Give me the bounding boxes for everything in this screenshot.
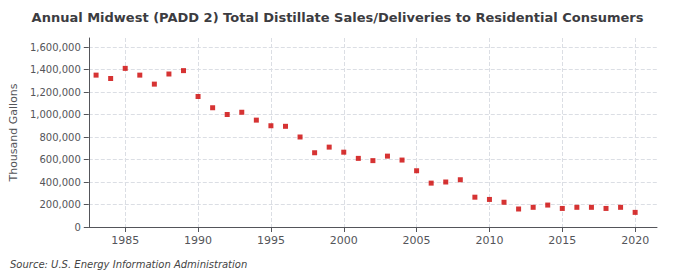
svg-text:Thousand Gallons: Thousand Gallons [7,83,20,182]
svg-text:1,000,000: 1,000,000 [30,109,81,120]
svg-text:1995: 1995 [257,234,285,247]
svg-text:Source: U.S. Energy Informatio: Source: U.S. Energy Information Administ… [10,259,247,270]
svg-text:600,000: 600,000 [39,154,80,165]
svg-text:1985: 1985 [111,234,139,247]
svg-text:2000: 2000 [330,234,358,247]
svg-text:2020: 2020 [621,234,649,247]
svg-text:1990: 1990 [184,234,212,247]
svg-text:1,200,000: 1,200,000 [30,87,81,98]
svg-text:2005: 2005 [403,234,431,247]
svg-text:0: 0 [74,222,80,233]
svg-text:1,400,000: 1,400,000 [30,64,81,75]
svg-text:2015: 2015 [548,234,576,247]
svg-text:Annual Midwest (PADD 2) Total: Annual Midwest (PADD 2) Total Distillate… [32,10,644,25]
svg-text:1,600,000: 1,600,000 [30,42,81,53]
svg-text:800,000: 800,000 [39,132,80,143]
svg-text:2010: 2010 [475,234,503,247]
svg-text:400,000: 400,000 [39,177,80,188]
svg-text:200,000: 200,000 [39,199,80,210]
